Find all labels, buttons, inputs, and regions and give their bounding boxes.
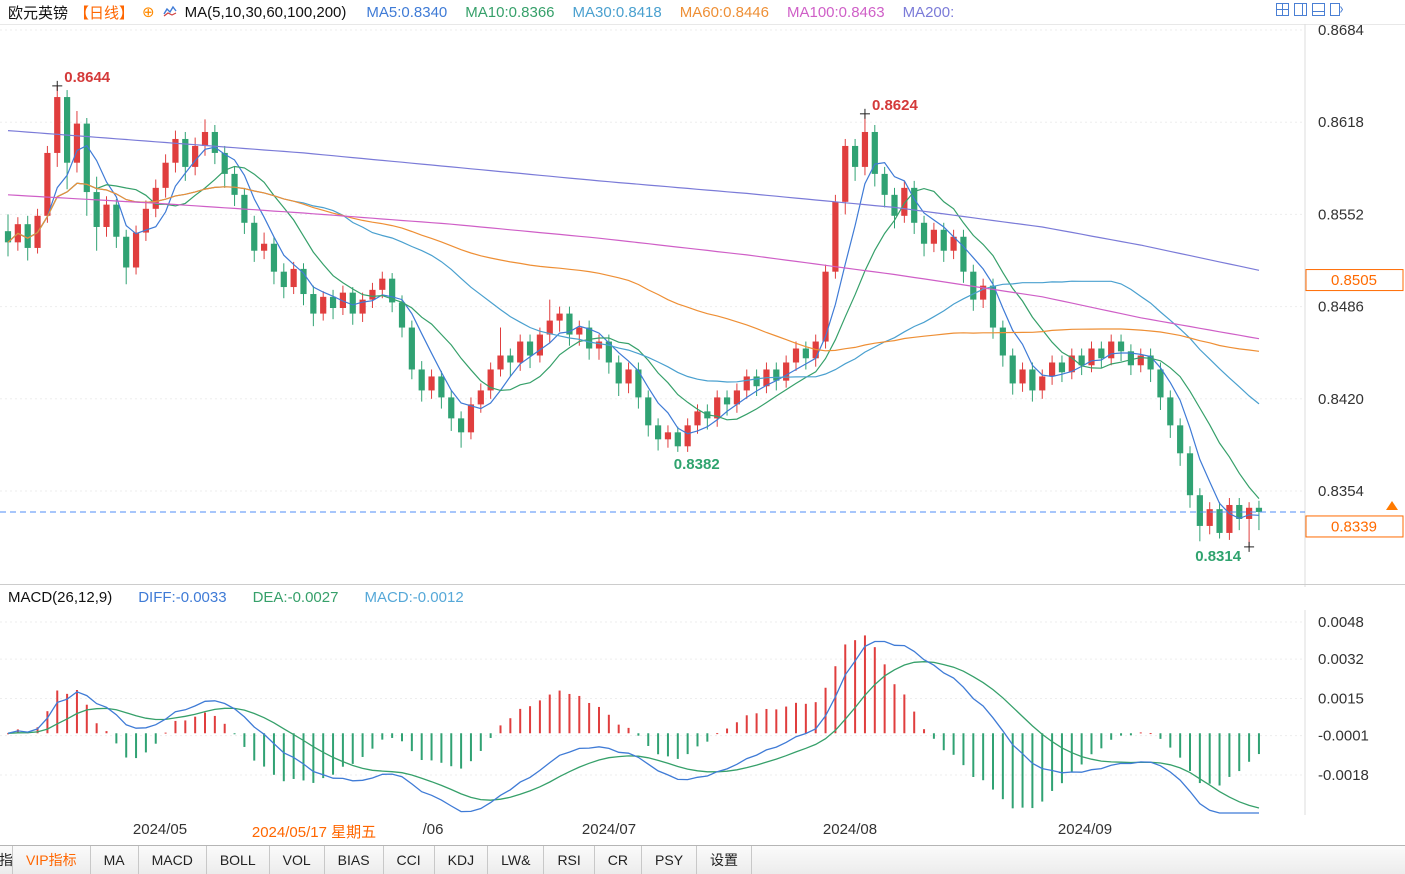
tab-rsi[interactable]: RSI — [544, 846, 595, 874]
macd-dea-value: DEA:-0.0027 — [252, 589, 339, 606]
tab-kdj[interactable]: KDJ — [435, 846, 489, 874]
tab-bias[interactable]: BIAS — [325, 846, 384, 874]
x-axis-label: 2024/09 — [1057, 821, 1113, 838]
tab-psy[interactable]: PSY — [642, 846, 698, 874]
svg-text:0.8382: 0.8382 — [674, 456, 720, 473]
x-axis-label: 2024/05 — [132, 821, 188, 838]
y-axis-tick: 0.8486 — [1318, 299, 1364, 316]
price-annotation-high: 0.8644 — [52, 69, 111, 91]
tab-ma[interactable]: MA — [91, 846, 139, 874]
y-axis-tick: 0.8354 — [1318, 483, 1364, 500]
x-axis-label: 2024/07 — [581, 821, 637, 838]
grid-layout-icon[interactable] — [1276, 3, 1289, 21]
price-up-arrow-icon — [1386, 501, 1398, 510]
macd-axis-tick: -0.0001 — [1318, 728, 1369, 745]
split-right-icon[interactable] — [1294, 3, 1307, 21]
ma-value-label: MA100:0.8463 — [786, 3, 885, 21]
price-annotation-low: 0.8382 — [674, 456, 720, 473]
svg-text:0.8624: 0.8624 — [872, 97, 919, 114]
ma-value-label: MA5:0.8340 — [366, 3, 448, 21]
tab-boll[interactable]: BOLL — [207, 846, 270, 874]
tab-vol[interactable]: VOL — [270, 846, 325, 874]
macd-axis-tick: 0.0015 — [1318, 690, 1364, 707]
macd-title: MACD(26,12,9) — [8, 589, 113, 606]
y-axis-tick: 0.8420 — [1318, 391, 1364, 408]
macd-axis-tick: 0.0048 — [1318, 614, 1364, 631]
x-axis-label: /06 — [422, 821, 444, 838]
macd-axis-tick: -0.0018 — [1318, 767, 1369, 784]
svg-text:0.8505: 0.8505 — [1331, 272, 1377, 289]
ma-values: MA5:0.8340 MA10:0.8366 MA30:0.8418 MA60:0.8… — [366, 4, 954, 21]
ma-value-label: MA10:0.8366 — [465, 3, 555, 21]
symbol-title: 欧元英镑 — [8, 4, 69, 22]
price-annotation-low: 0.8314 — [1195, 541, 1255, 565]
current-price-box: 0.8339 — [1305, 515, 1404, 538]
ma-value-label: MA60:0.8446 — [679, 3, 769, 21]
y-axis-tick: 0.8684 — [1318, 24, 1364, 39]
macd-axis-tick: 0.0032 — [1318, 651, 1364, 668]
ma-group-label: MA(5,10,30,60,100,200) — [184, 3, 347, 21]
y-axis-tick: 0.8618 — [1318, 114, 1364, 131]
candlestick-chart[interactable]: 0.8684 0.8618 0.8552 0.8486 0.8420 0.8354 0.85… — [0, 24, 1405, 587]
svg-text:0.8644: 0.8644 — [64, 69, 111, 86]
next-layout-icon[interactable] — [1330, 3, 1344, 21]
tab-cr[interactable]: CR — [595, 846, 643, 874]
ma-value-label: MA30:0.8418 — [572, 3, 662, 21]
price-annotation-high: 0.8624 — [859, 97, 919, 119]
macd-chart[interactable]: 0.0048 0.0032 0.0015 -0.0001 -0.0018 — [0, 610, 1405, 815]
ma-legend-icon — [163, 4, 177, 21]
partial-tab[interactable]: 指 — [0, 846, 13, 874]
tab-vip-indicators[interactable]: VIP指标 — [13, 846, 91, 874]
chart-header: 欧元英镑 【日线】 ⊕ MA(5,10,30,60,100,200) MA5:0.… — [0, 0, 1405, 24]
period-label: 【日线】 — [74, 4, 135, 22]
svg-text:0.8339: 0.8339 — [1331, 518, 1377, 535]
window-layout-icons — [1276, 3, 1344, 21]
ma-value-label: MA200: — [902, 3, 955, 21]
crosshair-date-label: 2024/05/17 星期五 — [251, 824, 377, 841]
macd-header: MACD(26,12,9) DIFF:-0.0033 DEA:-0.0027 M… — [8, 589, 464, 606]
tab-cci[interactable]: CCI — [384, 846, 435, 874]
price-level-box: 0.8505 — [1305, 269, 1404, 292]
tab-macd[interactable]: MACD — [139, 846, 207, 874]
macd-macd-value: MACD:-0.0012 — [364, 589, 464, 606]
x-axis: 2024/05 2024/05/17 星期五/06 2024/07 2024/08 20… — [0, 816, 1405, 844]
split-bottom-icon[interactable] — [1312, 3, 1325, 21]
macd-diff-value: DIFF:-0.0033 — [138, 589, 227, 606]
x-axis-label: 2024/08 — [822, 821, 878, 838]
y-axis-tick: 0.8552 — [1318, 206, 1364, 223]
svg-text:0.8314: 0.8314 — [1195, 548, 1242, 565]
tab-settings[interactable]: 设置 — [697, 846, 753, 874]
tab-lwr[interactable]: LW& — [488, 846, 545, 874]
add-overlay-icon[interactable]: ⊕ — [142, 4, 155, 21]
indicator-toolbar: 指 VIP指标 MA MACD BOLL VOL BIAS CCI KDJ LW& RSI CR PSY… — [0, 845, 1405, 874]
